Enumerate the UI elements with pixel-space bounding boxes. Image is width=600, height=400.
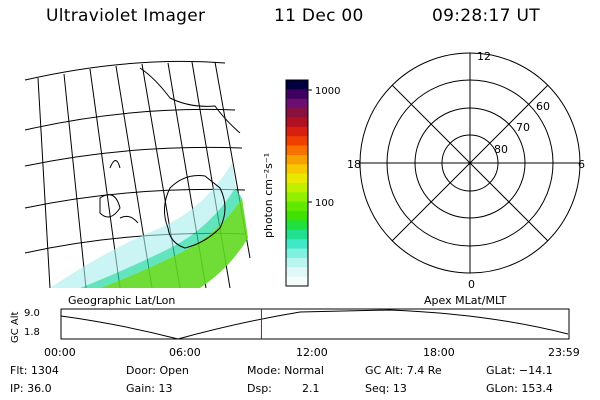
sequence-number: Seq: 13 bbox=[365, 382, 407, 395]
mlt-18-label: 18 bbox=[347, 158, 361, 171]
flight-number: Flt: 1304 bbox=[10, 364, 59, 377]
colorbar-tick-100: 100 bbox=[315, 198, 334, 209]
emission-region bbox=[50, 163, 248, 288]
mlt-6-label: 6 bbox=[578, 158, 585, 171]
gc-altitude: GC Alt: 7.4 Re bbox=[365, 364, 442, 377]
door-status: Door: Open bbox=[126, 364, 189, 377]
x-tick-1200: 12:00 bbox=[296, 346, 328, 359]
altitude-plot bbox=[60, 308, 570, 340]
colorbar-swatch bbox=[286, 98, 308, 109]
x-tick-0600: 06:00 bbox=[169, 346, 201, 359]
gc-alt-ytick-bottom: 1.8 bbox=[24, 327, 40, 338]
colorbar-swatch bbox=[286, 80, 308, 90]
x-tick-2359: 23:59 bbox=[548, 346, 580, 359]
mode-status: Mode: Normal bbox=[247, 364, 324, 377]
mlt-12-label: 12 bbox=[477, 50, 491, 63]
geo-latitude: GLat: −14.1 bbox=[486, 364, 553, 377]
date-label: 11 Dec 00 bbox=[274, 6, 364, 26]
colorbar-swatch bbox=[286, 220, 308, 231]
mlt-0-label: 0 bbox=[468, 278, 475, 291]
colorbar-swatch bbox=[286, 192, 308, 203]
ip-value: IP: 36.0 bbox=[10, 382, 52, 395]
dsp-label: Dsp: bbox=[247, 382, 272, 395]
colorbar-swatch bbox=[286, 89, 308, 100]
colorbar-swatch bbox=[286, 136, 308, 147]
geo-longitude: GLon: 153.4 bbox=[486, 382, 553, 395]
x-tick-1800: 18:00 bbox=[423, 346, 455, 359]
colorbar-swatch bbox=[286, 173, 308, 184]
gc-alt-ytick-top: 9.0 bbox=[24, 308, 40, 319]
gain-value: Gain: 13 bbox=[126, 382, 173, 395]
colorbar-swatch bbox=[286, 154, 308, 165]
dsp-value: 2.1 bbox=[302, 382, 320, 395]
polar-plot: 12 18 6 0 60 70 80 bbox=[347, 50, 585, 291]
colorbar-swatch bbox=[286, 164, 308, 175]
intensity-colorbar: 1000 100 bbox=[285, 79, 340, 287]
mlat-80-label: 80 bbox=[494, 143, 508, 156]
x-tick-0000: 00:00 bbox=[44, 346, 76, 359]
instrument-title: Ultraviolet Imager bbox=[46, 6, 206, 26]
mlat-60-label: 60 bbox=[536, 100, 550, 113]
colorbar-swatch bbox=[286, 145, 308, 156]
time-label: 09:28:17 UT bbox=[432, 6, 540, 26]
colorbar-swatch bbox=[286, 183, 308, 193]
colorbar-swatch bbox=[286, 267, 308, 278]
colorbar-swatch bbox=[286, 229, 308, 240]
colorbar-swatch bbox=[286, 117, 308, 128]
colorbar-unit-label: photon cm⁻²s⁻¹ bbox=[262, 152, 275, 238]
colorbar-swatch bbox=[286, 108, 308, 119]
colorbar-swatch bbox=[286, 276, 308, 287]
colorbar-swatch bbox=[286, 239, 308, 250]
colorbar-swatch bbox=[286, 201, 308, 212]
colorbar-swatch bbox=[286, 211, 308, 222]
colorbar-swatch bbox=[286, 257, 308, 268]
geographic-label: Geographic Lat/Lon bbox=[68, 294, 176, 307]
colorbar-swatch bbox=[286, 248, 308, 259]
colorbar-tick-1000: 1000 bbox=[315, 86, 340, 97]
mlat-70-label: 70 bbox=[516, 121, 530, 134]
colorbar-swatch bbox=[286, 126, 308, 137]
apex-label: Apex MLat/MLT bbox=[424, 294, 507, 307]
geographic-map bbox=[24, 60, 251, 288]
gc-alt-axis-label: GC Alt bbox=[10, 311, 21, 343]
